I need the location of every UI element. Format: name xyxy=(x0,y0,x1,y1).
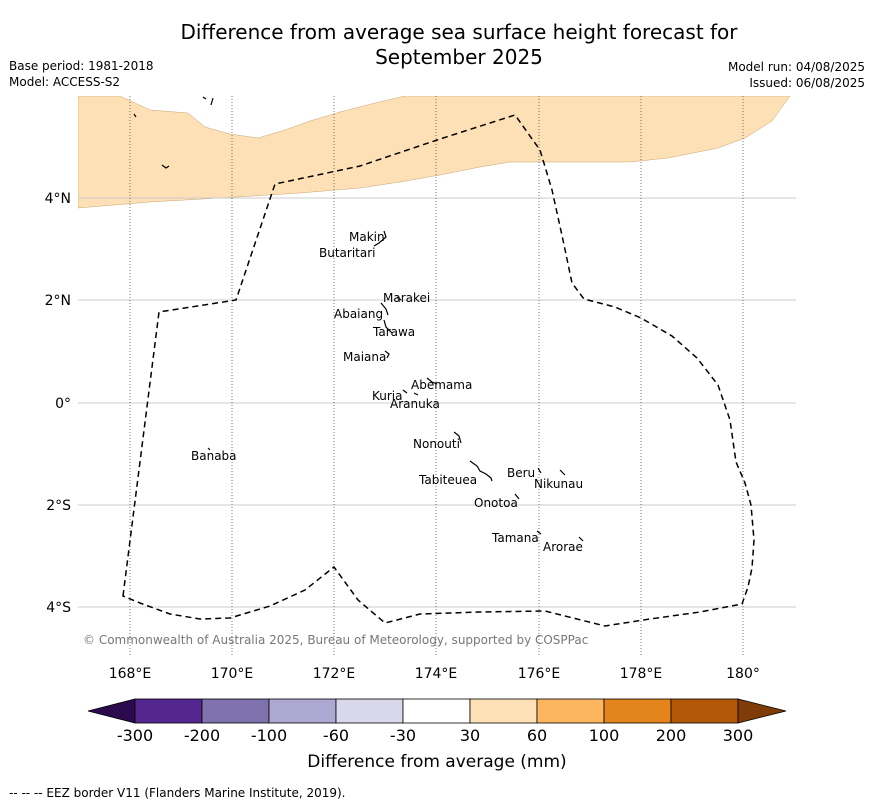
eez-border xyxy=(122,114,755,627)
meridians xyxy=(129,96,744,656)
colorbar-title: Difference from average (mm) xyxy=(307,752,566,772)
island-label-maiana: Maiana xyxy=(343,350,386,364)
cb-tick-neg300: -300 xyxy=(117,726,153,745)
colorbar-bin-5 xyxy=(402,698,471,724)
island-label-nikunau: Nikunau xyxy=(534,477,583,491)
island-label-banaba: Banaba xyxy=(191,449,237,463)
island-label-marakei: Marakei xyxy=(383,291,430,305)
island-label-beru: Beru xyxy=(507,466,535,480)
base-period-text: Base period: 1981-2018 xyxy=(9,59,154,73)
colorbar-tick-labels: -300 -200 -100 -60 -30 30 60 100 200 300 xyxy=(117,726,753,745)
lat-label-4s: 4°S xyxy=(46,600,71,616)
cb-tick-neg200: -200 xyxy=(184,726,220,745)
lon-label-174e: 174°E xyxy=(415,666,458,682)
lat-label-4n: 4°N xyxy=(45,191,71,207)
copyright-credit: © Commonwealth of Australia 2025, Bureau… xyxy=(83,633,588,647)
title-line-2: September 2025 xyxy=(375,45,543,69)
lon-label-168e: 168°E xyxy=(109,666,152,682)
gridlines xyxy=(78,197,796,608)
cb-tick-neg100: -100 xyxy=(251,726,287,745)
cb-tick-300: 300 xyxy=(723,726,754,745)
lon-label-172e: 172°E xyxy=(313,666,356,682)
lon-label-176e: 176°E xyxy=(518,666,561,682)
cb-tick-neg30: -30 xyxy=(390,726,416,745)
island-labels: Makin Butaritari Marakei Abaiang Tarawa … xyxy=(191,230,583,554)
cb-tick-200: 200 xyxy=(656,726,687,745)
lat-label-2s: 2°S xyxy=(46,498,71,514)
colorbar-bin-4 xyxy=(335,698,404,724)
island-label-nonouti: Nonouti xyxy=(413,437,460,451)
lon-label-170e: 170°E xyxy=(211,666,254,682)
cb-tick-30: 30 xyxy=(460,726,480,745)
island-label-onotoa: Onotoa xyxy=(474,496,518,510)
map-plot-area: Makin Butaritari Marakei Abaiang Tarawa … xyxy=(78,96,796,656)
island-label-tarawa: Tarawa xyxy=(372,325,415,339)
anomaly-region-30-60 xyxy=(78,96,791,209)
island-label-abemama: Abemama xyxy=(411,378,472,392)
colorbar xyxy=(87,698,787,724)
model-run-text: Model run: 04/08/2025 xyxy=(727,60,865,74)
longitude-labels: 168°E 170°E 172°E 174°E 176°E 178°E 180° xyxy=(109,666,760,682)
eez-legend-note: -- -- -- EEZ border V11 (Flanders Marine… xyxy=(9,786,346,800)
island-label-butaritari: Butaritari xyxy=(319,246,376,260)
issued-text: Issued: 06/08/2025 xyxy=(749,76,865,90)
model-text: Model: ACCESS-S2 xyxy=(9,75,121,89)
colorbar-bin-9 xyxy=(670,698,739,724)
island-label-arorae: Arorae xyxy=(543,540,583,554)
atoll-outlines xyxy=(133,96,584,542)
island-label-makin: Makin xyxy=(349,230,385,244)
latitude-labels: 4°N 2°N 0° 2°S 4°S xyxy=(45,191,72,616)
run-info: Model run: 04/08/2025 Issued: 06/08/2025 xyxy=(728,59,865,91)
title-line-1: Difference from average sea surface heig… xyxy=(180,20,738,44)
cb-tick-100: 100 xyxy=(589,726,620,745)
colorbar-bin-6 xyxy=(469,698,538,724)
colorbar-bin-7 xyxy=(536,698,605,724)
colorbar-extend-low xyxy=(87,698,136,724)
map-title: Difference from average sea surface heig… xyxy=(0,20,873,70)
model-info: Base period: 1981-2018 Model: ACCESS-S2 xyxy=(9,58,154,90)
colorbar-bin-2 xyxy=(201,698,270,724)
island-label-abaiang: Abaiang xyxy=(334,307,383,321)
cb-tick-60: 60 xyxy=(527,726,547,745)
island-label-tabiteuea: Tabiteuea xyxy=(418,473,477,487)
island-label-aranuka: Aranuka xyxy=(390,397,440,411)
island-label-kuria: Kuria xyxy=(372,389,403,403)
colorbar-bin-3 xyxy=(268,698,337,724)
colorbar-extend-high xyxy=(737,698,787,724)
colorbar-bin-1 xyxy=(134,698,203,724)
lat-label-0: 0° xyxy=(55,396,71,412)
cb-tick-neg60: -60 xyxy=(323,726,349,745)
lat-label-2n: 2°N xyxy=(45,293,71,309)
colorbar-bin-8 xyxy=(603,698,672,724)
lon-label-180: 180° xyxy=(726,666,760,682)
lon-label-178e: 178°E xyxy=(620,666,663,682)
island-label-tamana: Tamana xyxy=(491,531,539,545)
